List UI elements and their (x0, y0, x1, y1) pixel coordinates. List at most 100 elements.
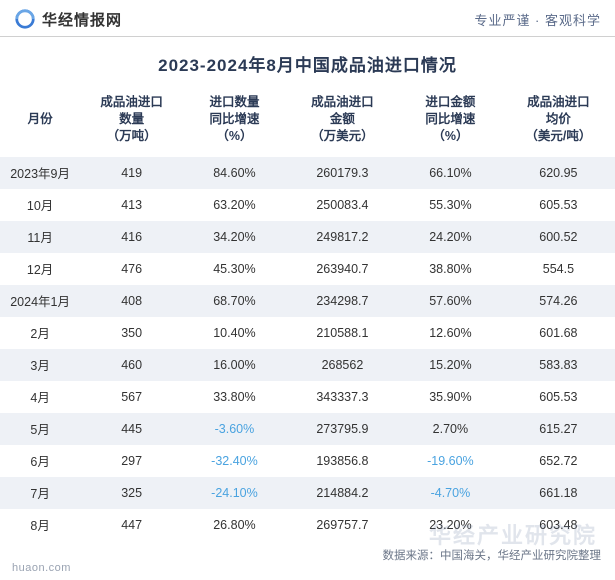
cell-qty: 460 (80, 349, 183, 381)
cell-qty-growth: 26.80% (183, 509, 286, 541)
cell-amount-growth: 66.10% (399, 157, 502, 189)
table-row: 12月47645.30%263940.738.80%554.5 (0, 253, 615, 285)
data-table: 月份 成品油进口数量（万吨） 进口数量同比增速（%） 成品油进口金额（万美元） … (0, 86, 615, 541)
cell-qty: 297 (80, 445, 183, 477)
cell-amount-growth: -19.60% (399, 445, 502, 477)
cell-qty-growth: 16.00% (183, 349, 286, 381)
cell-price: 554.5 (502, 253, 615, 285)
cell-amount: 260179.3 (286, 157, 399, 189)
cell-qty: 567 (80, 381, 183, 413)
table-row: 7月325-24.10%214884.2-4.70%661.18 (0, 477, 615, 509)
cell-month: 4月 (0, 381, 80, 413)
cell-amount-growth: 57.60% (399, 285, 502, 317)
col-header-amt: 成品油进口金额（万美元） (286, 86, 399, 157)
cell-amount-growth: 35.90% (399, 381, 502, 413)
cell-price: 615.27 (502, 413, 615, 445)
cell-qty-growth: -3.60% (183, 413, 286, 445)
table-row: 10月41363.20%250083.455.30%605.53 (0, 189, 615, 221)
cell-month: 5月 (0, 413, 80, 445)
brand-text: 华经情报网 (42, 9, 122, 30)
cell-amount-growth: 23.20% (399, 509, 502, 541)
cell-qty-growth: 68.70% (183, 285, 286, 317)
cell-month: 10月 (0, 189, 80, 221)
cell-price: 600.52 (502, 221, 615, 253)
cell-price: 601.68 (502, 317, 615, 349)
col-header-price: 成品油进口均价（美元/吨） (502, 86, 615, 157)
cell-month: 12月 (0, 253, 80, 285)
table-row: 11月41634.20%249817.224.20%600.52 (0, 221, 615, 253)
table-row: 5月445-3.60%273795.92.70%615.27 (0, 413, 615, 445)
cell-amount: 269757.7 (286, 509, 399, 541)
cell-amount-growth: 24.20% (399, 221, 502, 253)
brand-logo-icon (14, 8, 36, 30)
cell-qty: 416 (80, 221, 183, 253)
table-row: 2024年1月40868.70%234298.757.60%574.26 (0, 285, 615, 317)
cell-month: 3月 (0, 349, 80, 381)
cell-qty-growth: -24.10% (183, 477, 286, 509)
table-row: 2月35010.40%210588.112.60%601.68 (0, 317, 615, 349)
cell-amount: 193856.8 (286, 445, 399, 477)
cell-price: 605.53 (502, 189, 615, 221)
cell-qty: 413 (80, 189, 183, 221)
cell-amount-growth: 12.60% (399, 317, 502, 349)
cell-price: 574.26 (502, 285, 615, 317)
cell-amount-growth: 2.70% (399, 413, 502, 445)
table-row: 8月44726.80%269757.723.20%603.48 (0, 509, 615, 541)
cell-amount-growth: -4.70% (399, 477, 502, 509)
cell-price: 603.48 (502, 509, 615, 541)
table-header: 月份 成品油进口数量（万吨） 进口数量同比增速（%） 成品油进口金额（万美元） … (0, 86, 615, 157)
chart-title: 2023-2024年8月中国成品油进口情况 (0, 37, 615, 86)
cell-amount: 210588.1 (286, 317, 399, 349)
table-row: 3月46016.00%26856215.20%583.83 (0, 349, 615, 381)
cell-amount: 273795.9 (286, 413, 399, 445)
cell-qty: 408 (80, 285, 183, 317)
cell-amount-growth: 38.80% (399, 253, 502, 285)
cell-amount: 214884.2 (286, 477, 399, 509)
col-header-qtyg: 进口数量同比增速（%） (183, 86, 286, 157)
brand: 华经情报网 (14, 8, 122, 30)
cell-month: 6月 (0, 445, 80, 477)
cell-month: 7月 (0, 477, 80, 509)
cell-amount: 250083.4 (286, 189, 399, 221)
cell-month: 2月 (0, 317, 80, 349)
cell-qty: 325 (80, 477, 183, 509)
cell-month: 8月 (0, 509, 80, 541)
col-header-qty: 成品油进口数量（万吨） (80, 86, 183, 157)
header-bar: 华经情报网 专业严谨 · 客观科学 (0, 0, 615, 37)
cell-price: 620.95 (502, 157, 615, 189)
cell-amount-growth: 15.20% (399, 349, 502, 381)
cell-qty-growth: 45.30% (183, 253, 286, 285)
cell-qty: 447 (80, 509, 183, 541)
cell-price: 583.83 (502, 349, 615, 381)
source-line: 数据来源：中国海关，华经产业研究院整理 (0, 541, 615, 563)
cell-amount: 234298.7 (286, 285, 399, 317)
cell-qty-growth: 33.80% (183, 381, 286, 413)
cell-qty: 350 (80, 317, 183, 349)
cell-amount-growth: 55.30% (399, 189, 502, 221)
table-row: 6月297-32.40%193856.8-19.60%652.72 (0, 445, 615, 477)
cell-amount: 343337.3 (286, 381, 399, 413)
cell-qty-growth: 10.40% (183, 317, 286, 349)
cell-qty-growth: 34.20% (183, 221, 286, 253)
cell-month: 11月 (0, 221, 80, 253)
cell-amount: 268562 (286, 349, 399, 381)
cell-qty-growth: 84.60% (183, 157, 286, 189)
footer-url: huaon.com (12, 562, 71, 574)
table-body: 2023年9月41984.60%260179.366.10%620.9510月4… (0, 157, 615, 541)
col-header-month: 月份 (0, 86, 80, 157)
cell-month: 2024年1月 (0, 285, 80, 317)
brand-tagline: 专业严谨 · 客观科学 (474, 10, 601, 29)
cell-price: 652.72 (502, 445, 615, 477)
col-header-amtg: 进口金额同比增速（%） (399, 86, 502, 157)
cell-qty: 419 (80, 157, 183, 189)
cell-qty-growth: -32.40% (183, 445, 286, 477)
cell-price: 661.18 (502, 477, 615, 509)
cell-amount: 249817.2 (286, 221, 399, 253)
cell-qty: 445 (80, 413, 183, 445)
cell-amount: 263940.7 (286, 253, 399, 285)
table-row: 4月56733.80%343337.335.90%605.53 (0, 381, 615, 413)
cell-month: 2023年9月 (0, 157, 80, 189)
cell-qty-growth: 63.20% (183, 189, 286, 221)
table-row: 2023年9月41984.60%260179.366.10%620.95 (0, 157, 615, 189)
cell-qty: 476 (80, 253, 183, 285)
